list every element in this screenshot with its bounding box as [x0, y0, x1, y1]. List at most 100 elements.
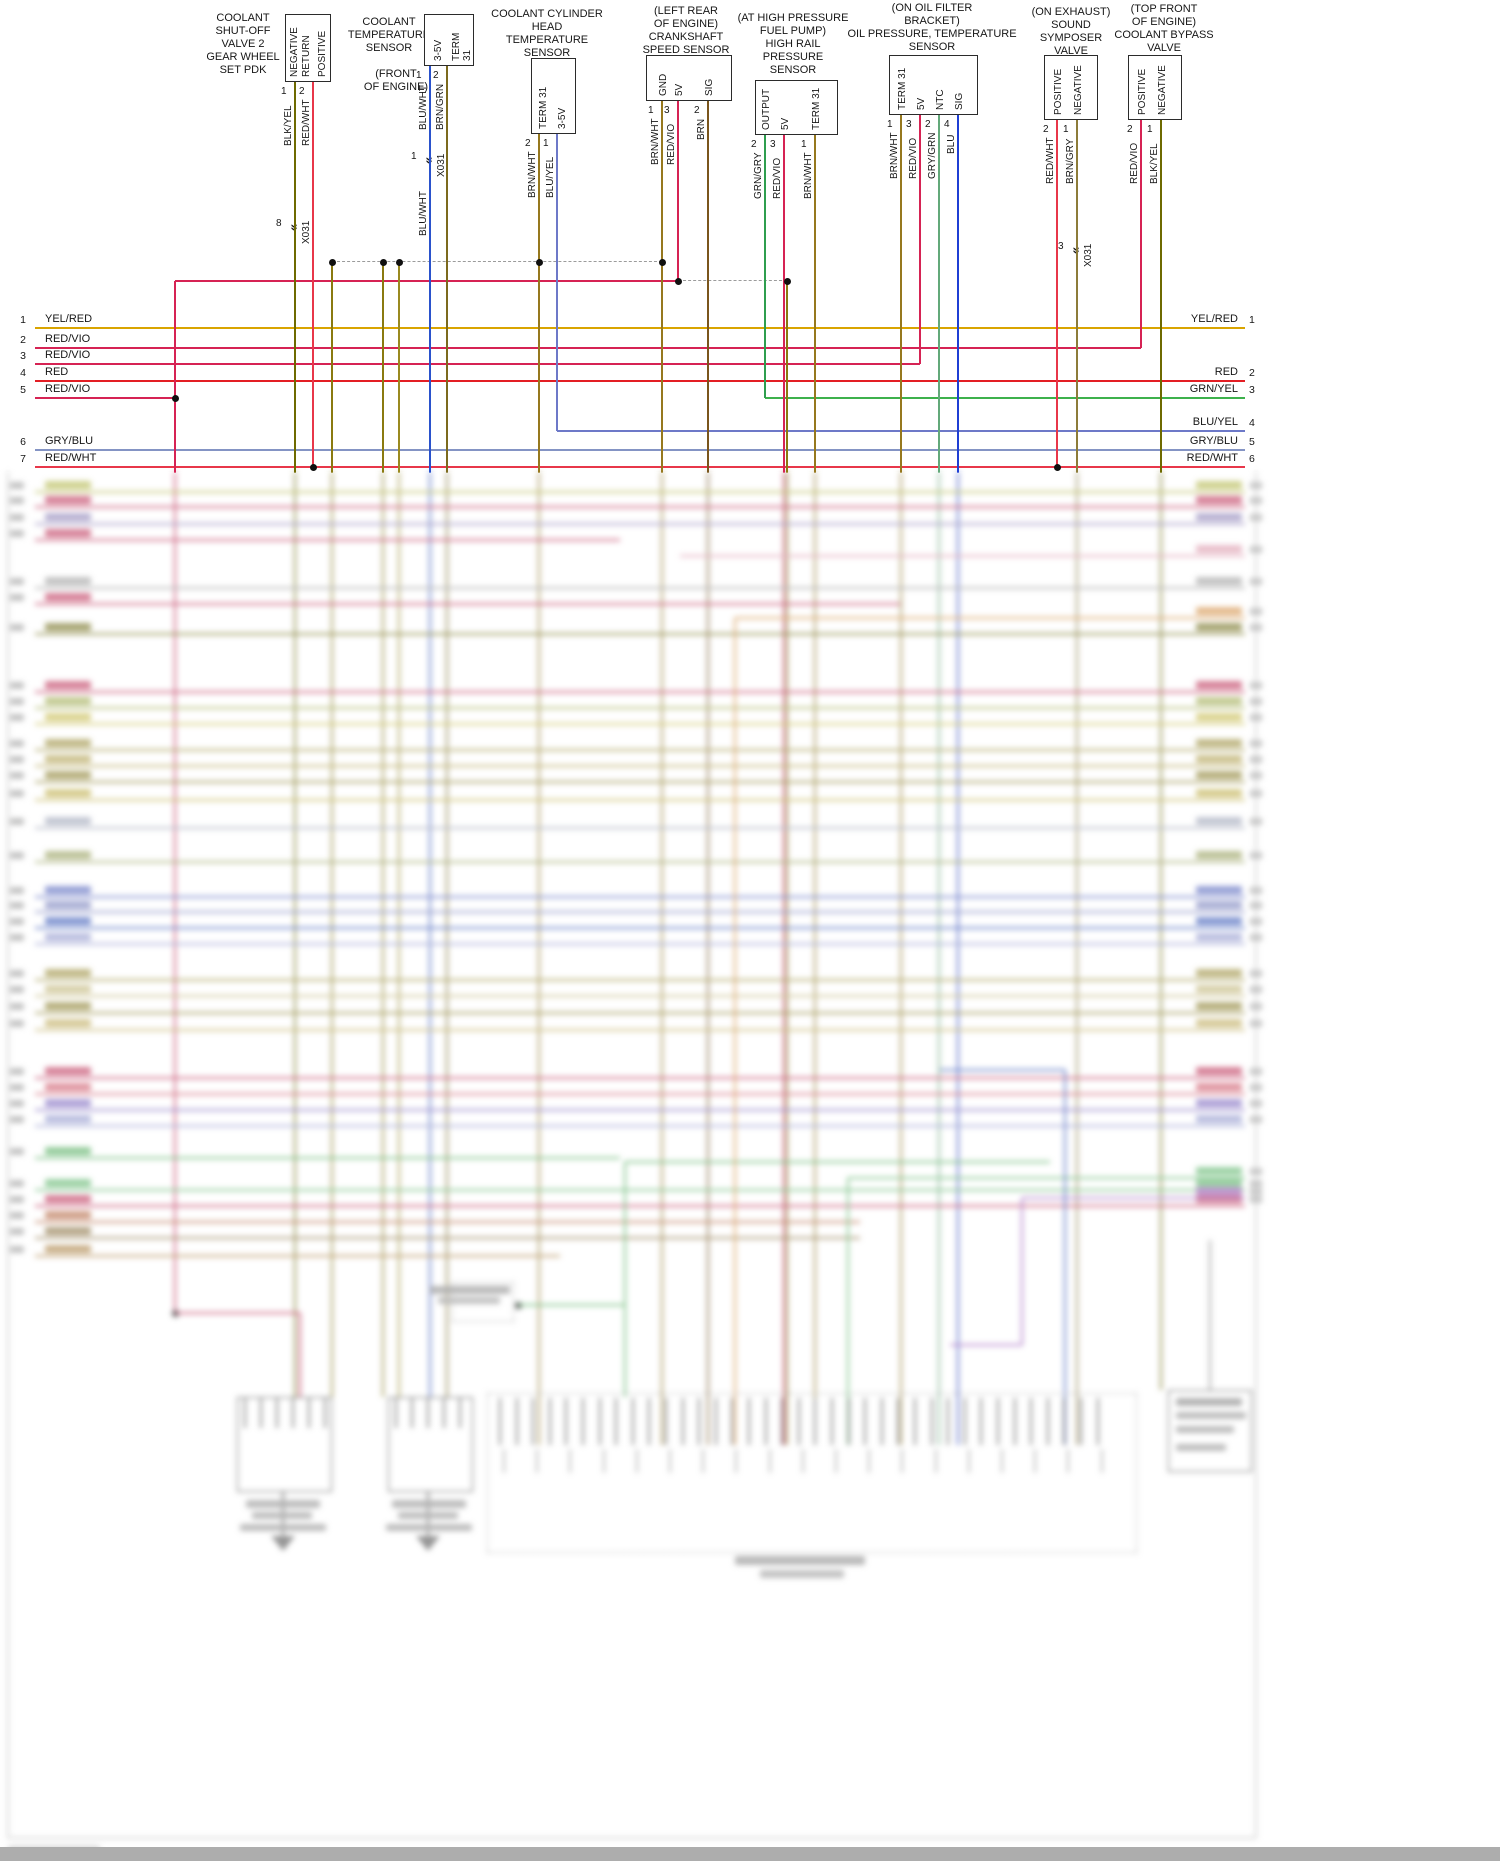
horizontal-scrollbar[interactable]	[0, 1847, 1500, 1861]
connector-pin	[864, 1398, 867, 1445]
blurred-label	[392, 1500, 466, 1508]
blurred-wire-label	[45, 1099, 91, 1107]
wire-v	[783, 472, 786, 1445]
blurred-row-number	[10, 756, 24, 763]
blurred-wire	[35, 1255, 560, 1258]
blurred-row-number	[10, 934, 24, 941]
connector-pin	[499, 1398, 502, 1445]
blurred-row-number	[10, 1020, 24, 1027]
blurred-wire	[624, 1162, 627, 1397]
connector-pin	[648, 1398, 651, 1445]
connector-pin	[308, 1397, 311, 1428]
blurred-pin-label	[802, 1449, 805, 1473]
component-connector-box	[889, 55, 978, 115]
blurred-wire-label	[1196, 969, 1242, 977]
blurred-wire-label	[1196, 1002, 1242, 1010]
pin-label: TERM 31	[811, 87, 822, 130]
wire-v	[382, 262, 385, 473]
blurred-wire-label	[45, 789, 91, 797]
blurred-wire-label	[1196, 496, 1242, 504]
connector-pin	[765, 1398, 768, 1445]
blurred-label	[430, 1286, 510, 1294]
pin-number: 1	[281, 86, 287, 97]
blurred-wire	[847, 1178, 850, 1445]
wire-v	[446, 472, 449, 1397]
wire-v	[331, 262, 334, 473]
blurred-wire	[35, 603, 900, 606]
junction-dot	[1053, 463, 1061, 471]
connector-pin-number: 3	[1058, 241, 1064, 252]
blurred-wire-label	[45, 969, 91, 977]
blurred-wire	[625, 1161, 1050, 1164]
blurred-wire	[35, 1093, 1245, 1096]
blurred-wire	[35, 1109, 1245, 1112]
junction-dot	[674, 277, 682, 285]
blurred-wire-label	[45, 697, 91, 705]
blurred-wire-label	[1196, 623, 1242, 631]
blurred-wire-label	[1196, 985, 1242, 993]
component-title: (FRONT OF ENGINE)	[363, 68, 429, 93]
blurred-wire	[35, 1237, 860, 1240]
wire-v	[429, 66, 432, 473]
blurred-pin-label	[769, 1449, 772, 1473]
connector-block	[1168, 1390, 1252, 1472]
blurred-wire-label	[1196, 1067, 1242, 1075]
wire-v	[661, 101, 664, 473]
connector-pin	[665, 1398, 668, 1445]
blurred-wire-label	[45, 593, 91, 601]
junction-dot	[379, 258, 387, 266]
page-border	[7, 472, 10, 1838]
component-title: COOLANT SHUT-OFF VALVE 2 GEAR WHEEL SET PDK	[206, 12, 280, 76]
connector-pin	[1080, 1398, 1083, 1445]
bus-label-right: RED	[1214, 366, 1238, 378]
blurred-wire	[35, 861, 1245, 864]
blurred-wire	[35, 523, 1245, 526]
connector-pin	[582, 1398, 585, 1445]
blurred-label	[240, 1524, 326, 1531]
pin-number: 3	[770, 139, 776, 150]
junction-dot	[328, 258, 336, 266]
ground-symbol	[271, 1536, 295, 1551]
wire-h	[175, 280, 678, 283]
component-connector-box	[1044, 55, 1098, 120]
wire-v	[174, 472, 177, 1313]
pin-number: 2	[694, 105, 700, 116]
pin-number: 1	[648, 105, 654, 116]
junction-dot	[309, 463, 317, 471]
blurred-pin-label	[669, 1449, 672, 1473]
blurred-row-number	[10, 852, 24, 859]
pin-number: 1	[416, 70, 422, 81]
connector-pin	[781, 1398, 784, 1445]
blurred-label	[438, 1297, 500, 1304]
pin-label: NEGATIVE	[1073, 65, 1084, 115]
pin-number: 2	[299, 86, 305, 97]
wire-v	[707, 101, 710, 473]
blurred-wire	[35, 587, 1245, 590]
blurred-wire-label	[1196, 755, 1242, 763]
blurred-wire-label	[1196, 771, 1242, 779]
blurred-row-number	[10, 1116, 24, 1123]
blurred-label	[1176, 1412, 1246, 1419]
blurred-wire-label	[45, 901, 91, 909]
pin-number: 1	[543, 138, 549, 149]
blurred-wire-label	[1196, 713, 1242, 721]
blurred-row-number	[10, 497, 24, 504]
blurred-wire	[35, 799, 1245, 802]
blurred-wire-label	[45, 1245, 91, 1253]
wire-v	[677, 101, 680, 281]
connector-pin	[897, 1398, 900, 1445]
wire-v	[900, 115, 903, 473]
row-number-left: 7	[20, 453, 26, 465]
blurred-wire-label	[45, 1211, 91, 1219]
blurred-wire-label	[1196, 933, 1242, 941]
connector-pin	[964, 1398, 967, 1445]
pin-label: 5V	[674, 83, 685, 96]
bus-label-right: RED/WHT	[1186, 452, 1238, 464]
blurred-label	[246, 1500, 320, 1508]
blurred-wire-label	[1196, 739, 1242, 747]
blurred-wire	[734, 618, 737, 1445]
component-title: (AT HIGH PRESSURE FUEL PUMP) HIGH RAIL PRES…	[737, 12, 849, 76]
pin-label: SIG	[954, 92, 965, 110]
wire-v	[783, 135, 786, 473]
pin-label: 3-5V	[433, 39, 444, 61]
